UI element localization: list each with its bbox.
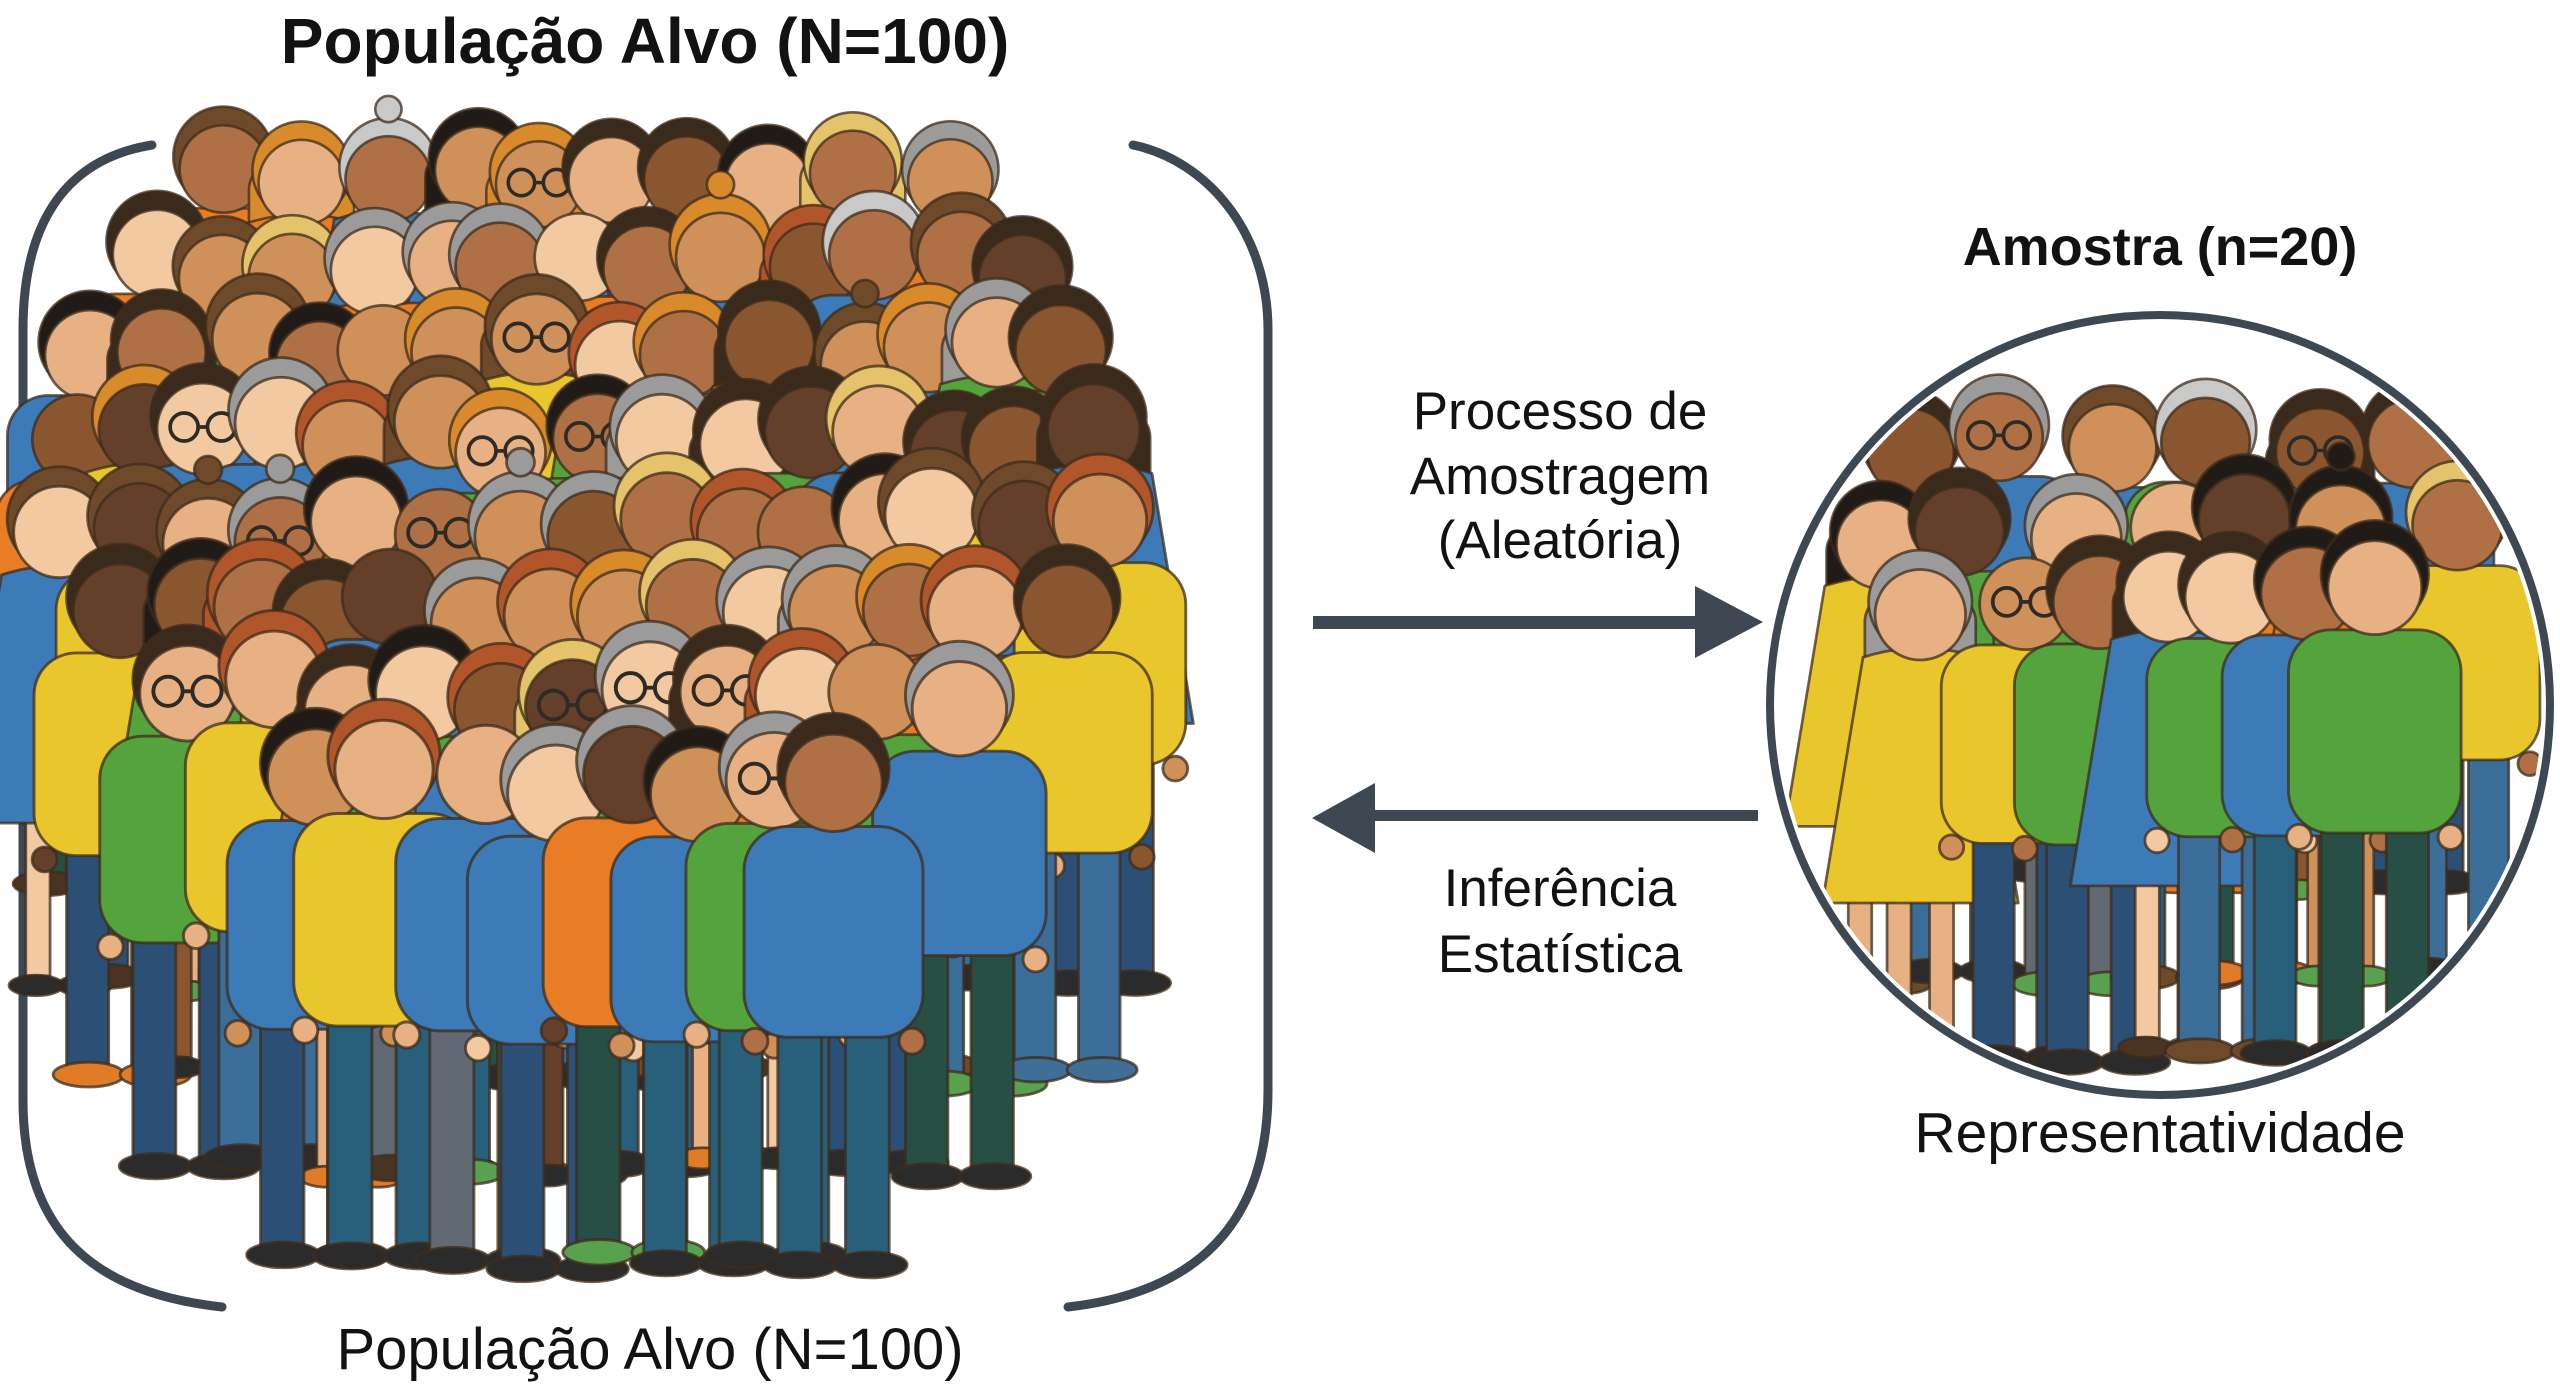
sampling-arrow-label-line2: Amostragem	[1409, 446, 1711, 506]
population-title: População Alvo (N=100)	[280, 5, 1010, 77]
sample-caption: Representatividade	[1914, 1101, 2406, 1165]
sample-title: Amostra (n=20)	[1962, 217, 2358, 277]
inference-arrow-label-line2: Estatística	[1437, 925, 1683, 985]
population-bracket-right	[1063, 140, 1273, 1312]
inference-arrow-icon	[1312, 783, 1758, 853]
population-crowd	[0, 94, 1195, 1284]
sampling-arrow-label-line1: Processo de	[1412, 382, 1708, 441]
sample-circle	[1766, 311, 2554, 1099]
sampling-arrow-icon	[1313, 586, 1763, 658]
sample-crowd	[1783, 367, 2542, 1076]
inference-arrow-label: Inferência Estatística	[1330, 856, 1790, 989]
sampling-arrow-label-line3: (Aleatória)	[1437, 511, 1683, 571]
population-bracket-left	[18, 140, 227, 1312]
sampling-arrow-label: Processo de Amostragem (Aleatória)	[1310, 380, 1810, 574]
population-caption: População Alvo (N=100)	[336, 1317, 964, 1382]
inference-arrow-label-line1: Inferência	[1443, 859, 1677, 918]
